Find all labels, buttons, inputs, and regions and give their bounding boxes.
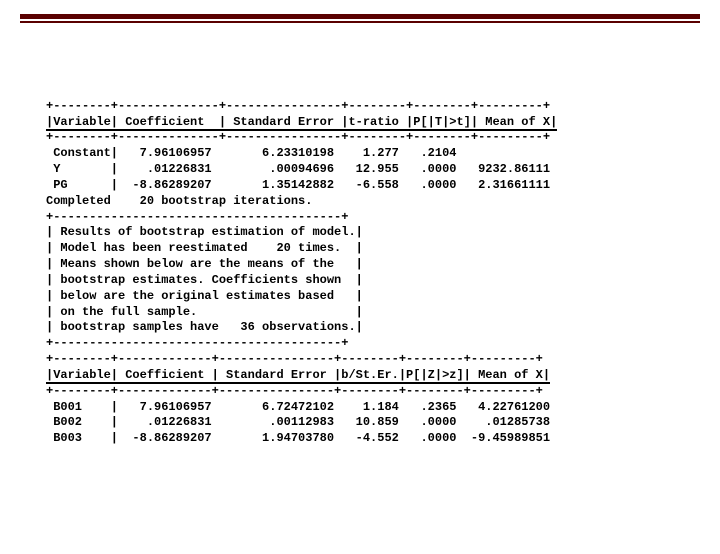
- t2-row-0: B001 | 7.96106957 6.72472102 1.184 .2365…: [46, 400, 550, 414]
- t2-row-2: B003 | -8.86289207 1.94703780 -4.552 .00…: [46, 431, 550, 445]
- output-text: +--------+--------------+---------------…: [46, 83, 700, 447]
- t1-row-1: Y | .01226831 .00094696 12.955 .0000 923…: [46, 162, 550, 176]
- t2-header: |Variable| Coefficient | Standard Error …: [46, 368, 550, 384]
- box-line-6: | bootstrap samples have 36 observations…: [46, 320, 363, 334]
- box-line-3: | bootstrap estimates. Coefficients show…: [46, 273, 363, 287]
- box-sep-top: +---------------------------------------…: [46, 210, 348, 224]
- box-sep-bot: +---------------------------------------…: [46, 336, 348, 350]
- box-line-0: | Results of bootstrap estimation of mod…: [46, 225, 363, 239]
- box-line-1: | Model has been reestimated 20 times. |: [46, 241, 363, 255]
- t1-sep-mid: +--------+--------------+---------------…: [46, 130, 550, 144]
- t1-row-0: Constant| 7.96106957 6.23310198 1.277 .2…: [46, 146, 456, 160]
- t1-header: |Variable| Coefficient | Standard Error …: [46, 115, 557, 131]
- top-rule: [20, 14, 700, 19]
- box-line-2: | Means shown below are the means of the…: [46, 257, 363, 271]
- box-line-4: | below are the original estimates based…: [46, 289, 363, 303]
- second-rule: [20, 21, 700, 23]
- t2-row-1: B002 | .01226831 .00112983 10.859 .0000 …: [46, 415, 550, 429]
- t2-sep-mid: +--------+-------------+----------------…: [46, 384, 543, 398]
- t1-sep-top: +--------+--------------+---------------…: [46, 99, 550, 113]
- box-line-5: | on the full sample. |: [46, 305, 363, 319]
- t2-sep-top: +--------+-------------+----------------…: [46, 352, 543, 366]
- t1-row-2: PG | -8.86289207 1.35142882 -6.558 .0000…: [46, 178, 550, 192]
- completed-line: Completed 20 bootstrap iterations.: [46, 194, 312, 208]
